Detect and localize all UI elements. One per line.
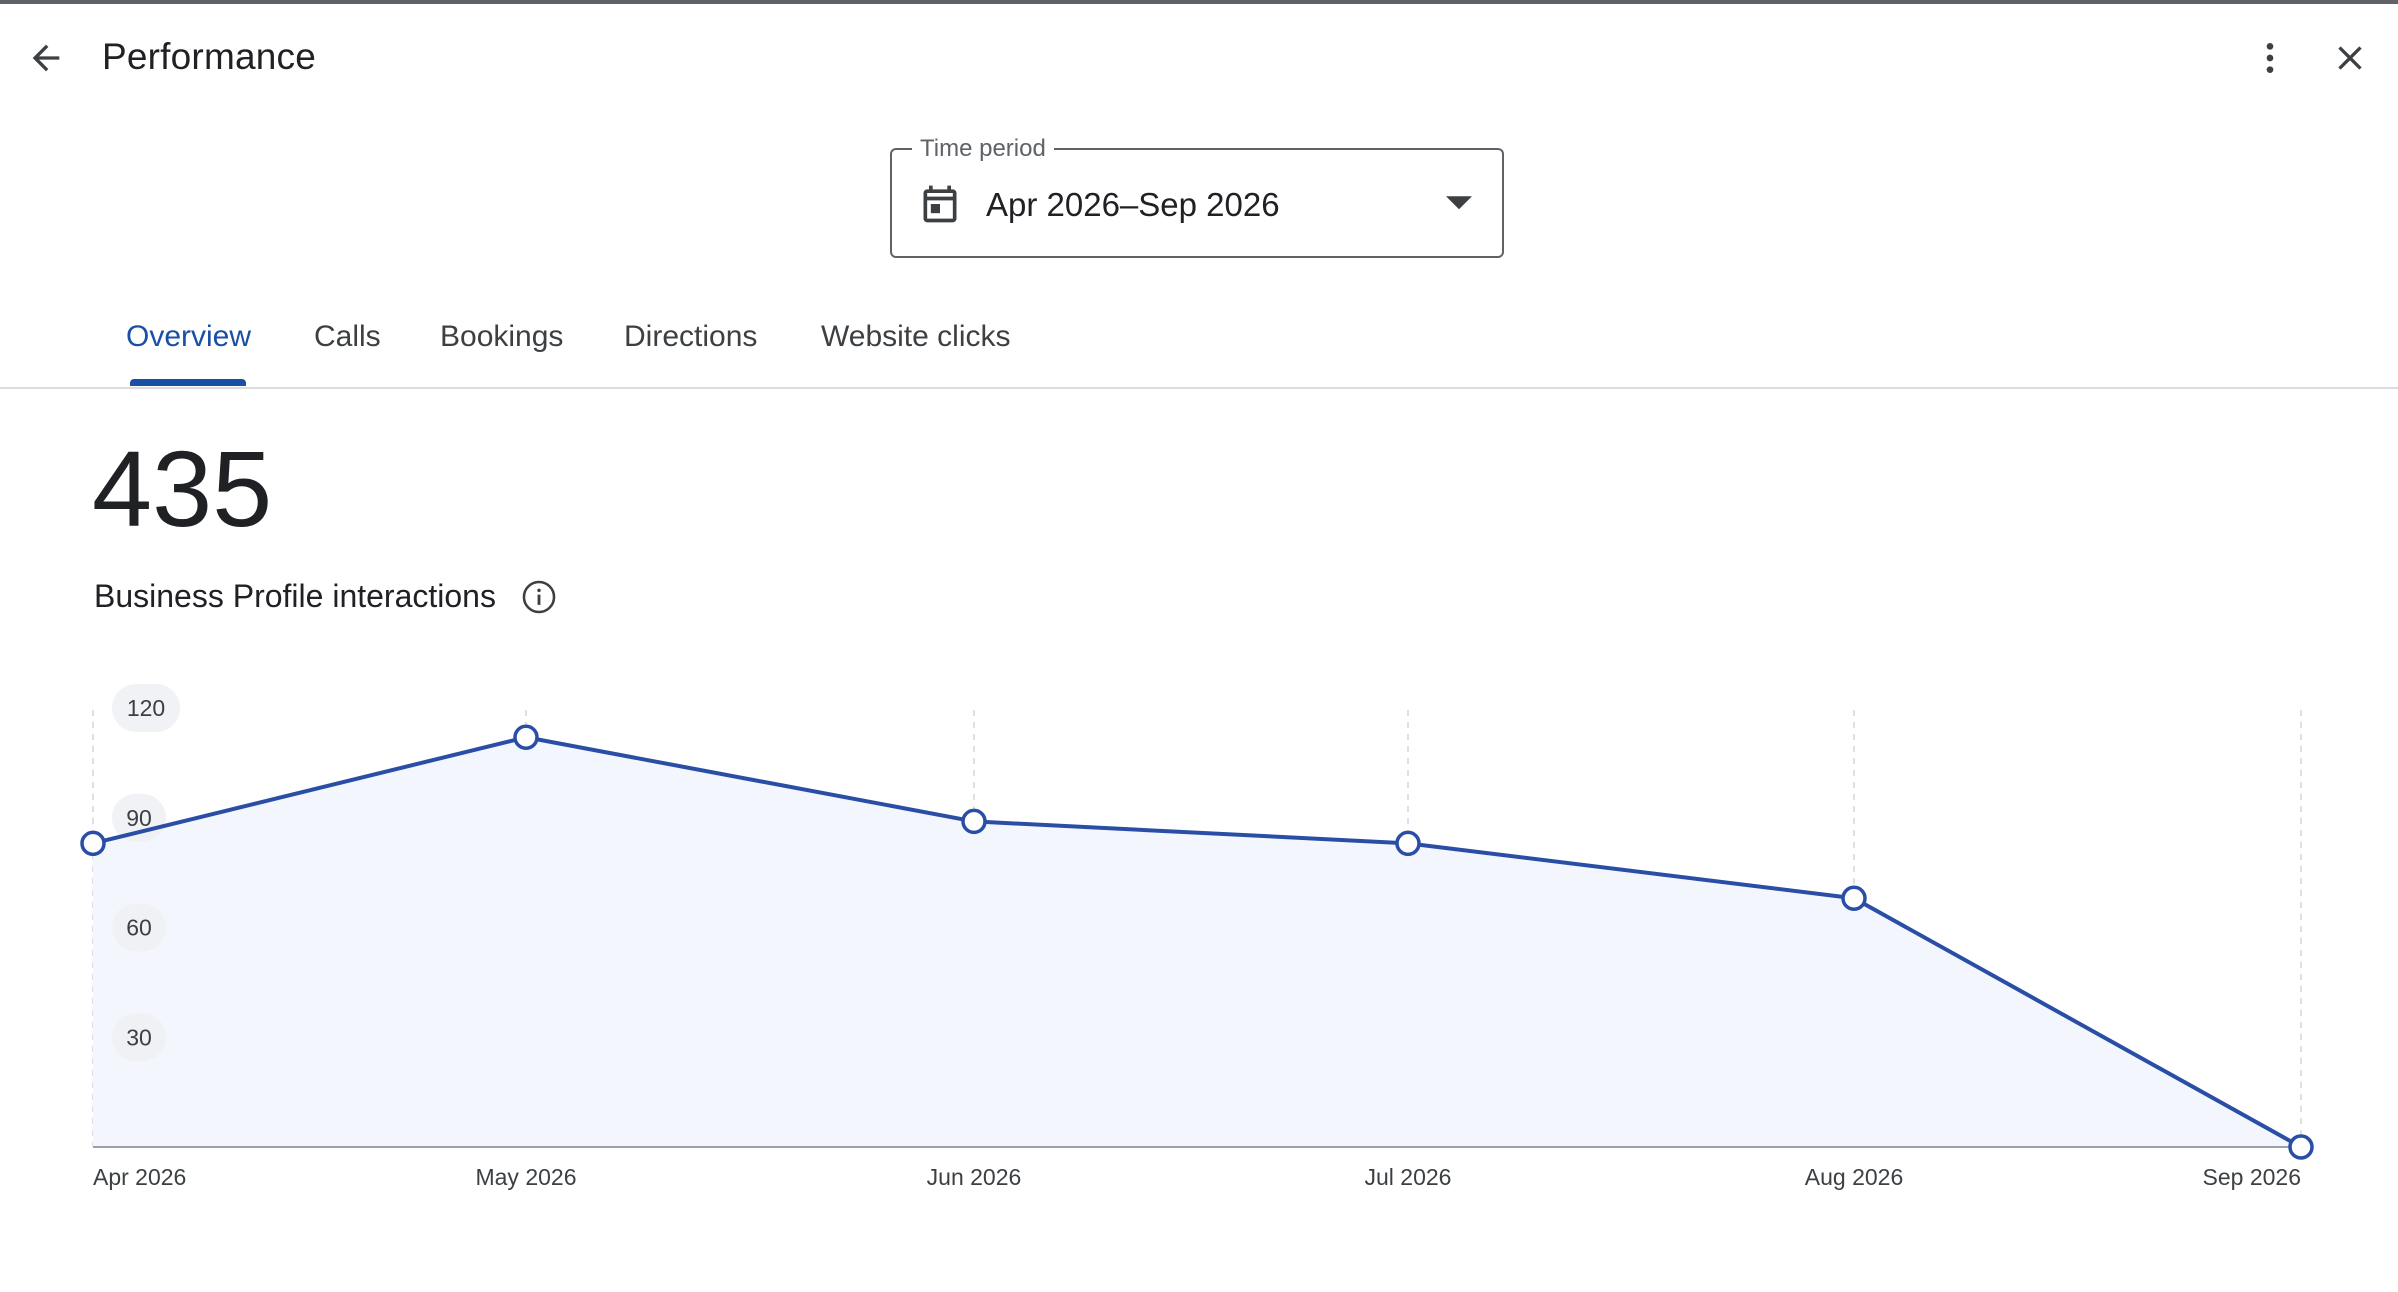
x-tick-label: Jun 2026 [927,1164,1022,1190]
info-icon[interactable] [520,578,558,616]
header: Performance [0,4,2398,114]
x-tick-label: Sep 2026 [2203,1164,2301,1190]
page-title: Performance [102,36,317,77]
x-tick-label: Jul 2026 [1365,1164,1452,1190]
close-icon [2338,46,2362,70]
x-tick-label: May 2026 [475,1164,576,1190]
y-tick-label: 90 [126,805,152,831]
time-period-value: Apr 2026–Sep 2026 [986,186,1280,223]
data-point[interactable] [1841,885,1867,911]
tab-calls[interactable]: Calls [314,320,381,353]
tab-overview[interactable]: Overview [126,320,252,353]
tab-directions[interactable]: Directions [624,320,758,353]
more-options-button[interactable] [2238,26,2302,90]
x-tick-label: Aug 2026 [1805,1164,1903,1190]
chart-points [80,724,2314,1160]
tab-bookings[interactable]: Bookings [440,320,564,353]
data-point[interactable] [80,830,106,857]
tab-bar: Overview Calls Bookings Directions Websi… [0,290,2398,389]
chart-x-axis: Apr 2026 May 2026 Jun 2026 Jul 2026 Aug 2026… [93,1164,2301,1190]
arrow-drop-down-icon [1446,196,1472,210]
chart-y-axis: 30 60 90 120 [112,684,180,1062]
tab-website-clicks[interactable]: Website clicks [821,320,1011,353]
interactions-line-chart: 30 60 90 120 Apr 2026 May 2026 Jun 2026 Jul 20… [80,684,2314,1190]
time-period-label: Time period [912,134,1054,164]
chart-series-line [92,735,2302,1149]
interactions-label: Business Profile interactions [94,578,496,614]
y-tick-pill [112,903,166,952]
arrow-back-icon [32,44,60,72]
active-tab-indicator [130,379,246,386]
close-button[interactable] [2318,26,2382,90]
calendar-icon [923,185,957,223]
time-period-select[interactable]: Time period Apr 2026–Sep 2026 [890,134,1504,258]
chart-area-fill [93,737,2301,1147]
y-tick-pill [112,1013,166,1062]
data-point[interactable] [513,724,539,751]
data-point[interactable] [2288,1134,2314,1160]
y-tick-pill [112,684,180,732]
y-tick-label: 120 [127,695,165,721]
x-tick-label: Apr 2026 [93,1164,186,1190]
more-vert-icon [2266,43,2274,73]
y-tick-label: 30 [126,1024,152,1050]
interactions-total: 435 [92,428,273,549]
data-point[interactable] [961,808,987,835]
y-tick-label: 60 [126,915,152,941]
back-button[interactable] [14,26,78,90]
window-top-edge [0,0,2398,4]
data-point[interactable] [1395,830,1421,857]
